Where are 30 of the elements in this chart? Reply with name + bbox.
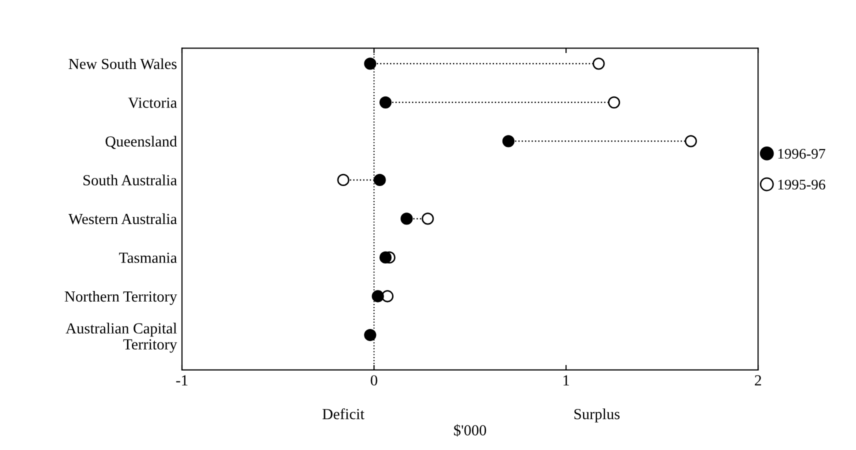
point <box>592 58 605 70</box>
point <box>337 174 350 186</box>
point <box>502 135 515 148</box>
point <box>379 96 392 108</box>
point <box>364 328 376 342</box>
point <box>372 290 384 302</box>
y-tick-label: Northern Territory <box>64 290 178 305</box>
point <box>364 58 376 70</box>
y-tick-label: Western Australia <box>68 213 177 224</box>
y-tick-label: Victoria <box>128 98 177 108</box>
x-tick-label: 2 <box>754 375 762 386</box>
point <box>374 174 386 186</box>
x-tick-label: 0 <box>370 375 378 386</box>
point <box>379 251 392 264</box>
text: Surplus <box>574 408 620 422</box>
y-tick-label: Australian Capital Territory <box>66 322 178 353</box>
text: Deficit <box>322 408 364 420</box>
y-tick-label: South Australia <box>84 174 177 186</box>
point <box>422 212 434 225</box>
point <box>608 96 620 108</box>
x-tick-label: -1 <box>176 375 188 386</box>
x-axis-title: $'000 <box>454 424 486 436</box>
legend-label: 1996-97 <box>778 148 826 159</box>
y-tick-label: Queensland <box>106 136 177 149</box>
x-tick-label: 1 <box>564 375 569 386</box>
point <box>684 135 697 148</box>
y-tick-label: Tasmania <box>119 252 177 263</box>
point <box>400 212 413 225</box>
legend-label: 1995-96 <box>778 180 826 190</box>
y-tick-label: New South Wales <box>68 58 177 70</box>
